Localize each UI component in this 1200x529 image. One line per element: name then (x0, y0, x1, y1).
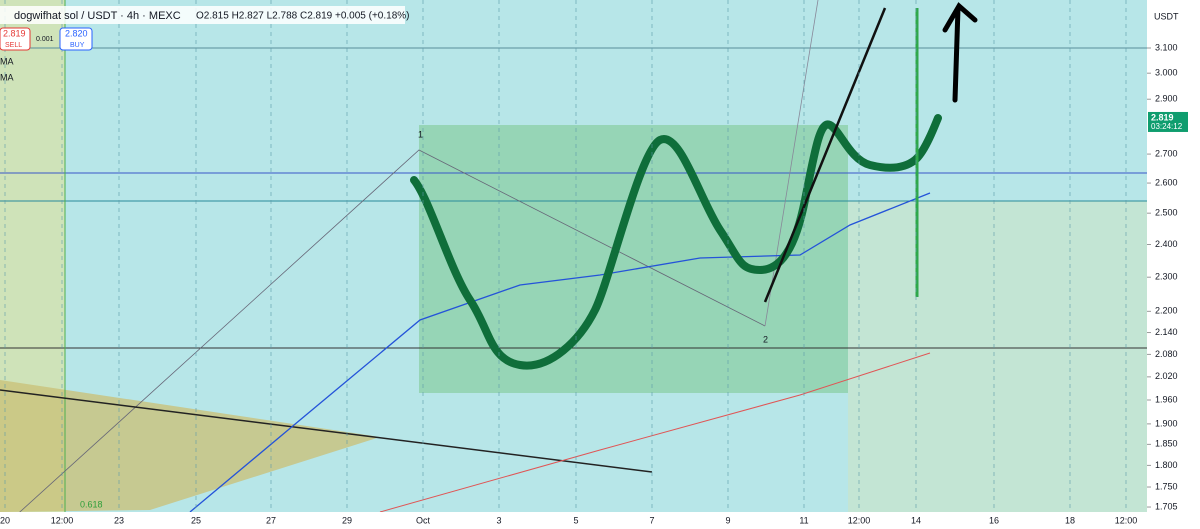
price-label: 2.140 (1155, 327, 1178, 337)
price-axis (1147, 0, 1200, 529)
currency: USDT (1154, 11, 1179, 21)
price-label: 2.400 (1155, 239, 1178, 249)
pattern-lines (0, 149, 766, 529)
buy-price: 2.820 (65, 28, 88, 38)
time-label: 29 (342, 515, 352, 525)
countdown: 03:24:12 (1151, 122, 1183, 131)
time-label: 3 (496, 515, 501, 525)
ma-line (189, 192, 931, 513)
zone (848, 201, 1147, 512)
price-label: 2.200 (1155, 306, 1178, 316)
indicator: MA (0, 72, 14, 82)
buy-label: BUY (70, 42, 85, 49)
drawn-curve (410, 114, 942, 370)
header: dogwifhat sol / USDT · 4h · MEXC O2.815 … (0, 6, 410, 82)
point-label: 2 (763, 334, 768, 344)
price-label: 1.960 (1155, 394, 1178, 404)
sell-label: SELL (5, 42, 22, 49)
time-label: 12:00 (1115, 515, 1138, 525)
indicator: MA (0, 56, 14, 66)
time-label: 16 (989, 515, 999, 525)
drawn-arrow (942, 2, 978, 103)
price-label: 1.800 (1155, 460, 1178, 470)
ohlc: O2.815 H2.827 L2.788 C2.819 +0.005 (+0.1… (196, 11, 410, 22)
price-label: 2.700 (1155, 148, 1178, 158)
spread: 0.001 (36, 36, 54, 43)
sell-price: 2.819 (3, 28, 26, 38)
price-label: 2.500 (1155, 208, 1178, 218)
pattern-lines (764, 0, 819, 327)
price-label: 1.750 (1155, 481, 1178, 491)
current-price-badge (1148, 111, 1188, 132)
time-label: 11 (799, 515, 808, 525)
current-price: 2.819 (1151, 112, 1174, 122)
price-label: 1.850 (1155, 439, 1178, 449)
price-label: 2.600 (1155, 177, 1178, 187)
time-label: 18 (1065, 515, 1075, 525)
time-label: 25 (191, 515, 201, 525)
time-label: 12:00 (51, 515, 74, 525)
time-label: 20 (0, 515, 10, 525)
fib-label: 0.618 (80, 499, 103, 509)
time-label: 9 (725, 515, 730, 525)
trendline (0, 389, 653, 473)
price-label: 3.100 (1155, 42, 1178, 52)
price-label: 2.080 (1155, 349, 1178, 359)
price-label: 2.020 (1155, 371, 1178, 381)
time-label: 27 (266, 515, 276, 525)
triangle (0, 380, 380, 512)
time-label: 14 (911, 515, 921, 525)
price-label: 1.705 (1155, 501, 1178, 511)
price-label: 2.300 (1155, 272, 1178, 282)
time-axis (0, 512, 1147, 529)
price-label: 3.000 (1155, 68, 1178, 78)
buy-button[interactable] (59, 27, 93, 51)
sell-button[interactable] (0, 27, 31, 51)
price-label: 2.900 (1155, 94, 1178, 104)
time-label: Oct (416, 515, 431, 525)
time-label: 12:00 (848, 515, 871, 525)
price-label: 1.900 (1155, 418, 1178, 428)
header-bg (0, 6, 405, 24)
point-label: 1 (418, 129, 423, 139)
time-label: 5 (573, 515, 578, 525)
symbol: dogwifhat sol / USDT · 4h · MEXC (14, 10, 181, 22)
drawn-line (763, 7, 887, 303)
time-label: 23 (114, 515, 124, 525)
time-label: 7 (649, 515, 654, 525)
ma-line (379, 352, 931, 513)
